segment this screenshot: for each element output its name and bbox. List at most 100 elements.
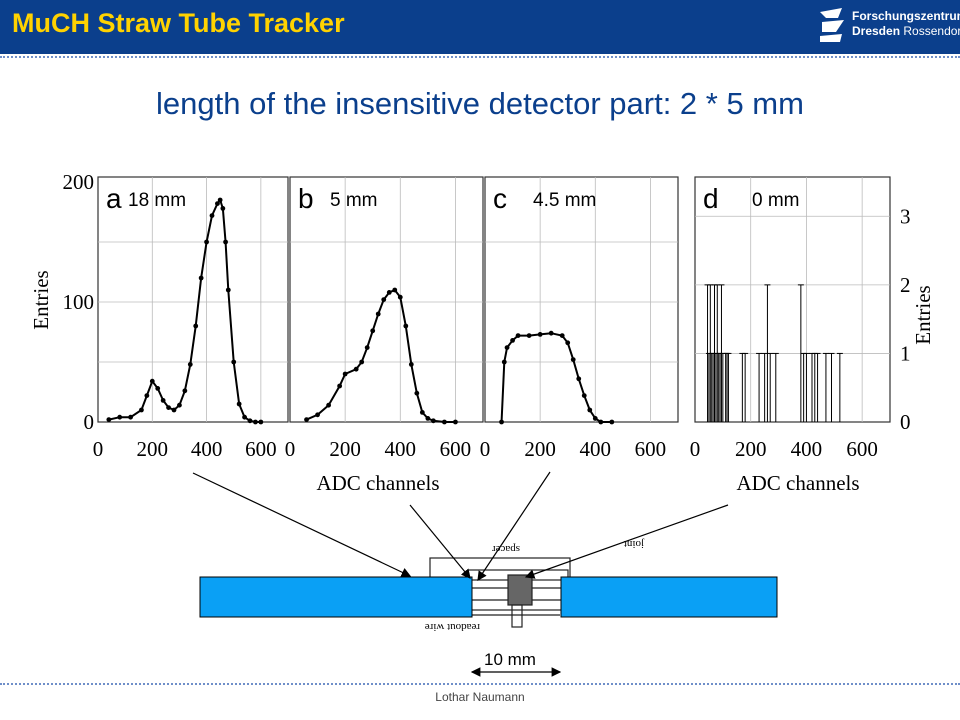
panel-a-point — [128, 414, 133, 420]
arrow-d — [524, 504, 729, 579]
panel-c-frame — [484, 176, 679, 423]
panel-a-point — [166, 405, 171, 410]
logo-line-1: Forschungszentrum — [852, 9, 960, 23]
panel-c-point — [510, 338, 515, 343]
panel-b-point — [430, 418, 436, 424]
panel-b-letter: b — [298, 183, 314, 214]
panel-a-point — [247, 418, 253, 424]
left-ytick-label: 0 — [84, 410, 95, 434]
panel-b-point — [453, 419, 458, 425]
panel-a-point — [139, 407, 144, 413]
panel-a-point — [144, 393, 150, 398]
panel-b-point — [326, 402, 331, 408]
panel-a-point — [242, 414, 247, 420]
panel-b-point — [315, 412, 320, 418]
panel-b-length-label: 5 mm — [330, 190, 378, 211]
panel-a-point — [177, 402, 182, 408]
left-ytick-label: 100 — [63, 290, 95, 314]
panel-c-xtick-label: 0 — [480, 437, 491, 461]
right-ytick-label: 2 — [900, 273, 911, 297]
panel-c-point — [548, 330, 554, 336]
panel-a-curve — [108, 197, 261, 423]
panel-c-point — [499, 419, 504, 425]
panel-d-xtick-label: 0 — [690, 437, 701, 461]
gap-dimension-label: 10 mm — [484, 650, 536, 669]
panel-a-xtick-label: 0 — [93, 437, 104, 461]
joint-drawing — [420, 557, 571, 628]
panel-a-point — [160, 398, 166, 403]
left-y-axis-label: Entries — [30, 270, 53, 329]
right-y-axis-label: Entries — [911, 285, 935, 344]
panel-c-point — [581, 393, 587, 398]
panel-a-point — [236, 401, 242, 407]
panel-d-frame — [694, 176, 891, 423]
panel-d-length-label: 0 mm — [752, 190, 800, 211]
panel-a-point — [106, 417, 112, 422]
panel-b-xtick-label: 600 — [440, 437, 472, 461]
panel-b-point — [442, 419, 447, 425]
panel-a-point — [155, 386, 161, 391]
panel-d-letter: d — [703, 183, 719, 214]
panel-a-point — [253, 419, 258, 425]
panel-a-length-label: 18 mm — [128, 190, 187, 211]
fzd-logo-icon — [820, 8, 844, 42]
fzd-logo-text: Forschungszentrum Dresden Rossendorf — [852, 9, 960, 39]
arrow-b — [409, 504, 471, 579]
panel-c-point — [592, 416, 598, 421]
fzd-logo: Forschungszentrum Dresden Rossendorf — [816, 6, 960, 48]
panel-a-point — [215, 201, 220, 207]
panel-b-point — [375, 311, 381, 317]
panel-b-point — [342, 371, 348, 377]
panel-c-point — [576, 376, 582, 382]
right-ytick-label: 1 — [900, 341, 911, 365]
panel-b-xtick-label: 400 — [385, 437, 417, 461]
panel-a-xtick-label: 400 — [191, 437, 223, 461]
spacer-label: spacer — [492, 543, 520, 555]
panel-a-point — [182, 388, 188, 394]
panel-b-point — [397, 294, 403, 300]
panel-c-point — [565, 340, 571, 346]
panel-c-point — [501, 359, 507, 365]
panel-a-point — [231, 359, 237, 365]
panel-a-point — [209, 213, 215, 219]
panel-b-point — [392, 287, 398, 293]
panel-c-point — [570, 357, 576, 362]
panel-c-point — [526, 333, 532, 338]
panel-b-point — [425, 416, 431, 421]
header-bar: MuCH Straw Tube Tracker Forschungszentru… — [0, 0, 960, 54]
panel-c-point — [515, 333, 521, 338]
panel-c-point — [537, 332, 543, 337]
panel-b-point — [419, 410, 425, 415]
x-axis-label-d: ADC channels — [736, 471, 859, 495]
panel-c-xtick-label: 200 — [524, 437, 556, 461]
slide-subtitle: length of the insensitive detector part:… — [156, 86, 804, 121]
left-straw-tube — [199, 576, 473, 618]
right-ytick-label: 0 — [900, 410, 911, 434]
joint-label: joint — [624, 538, 645, 550]
panel-b-point — [304, 417, 309, 422]
panel-b-point — [408, 362, 414, 367]
panel-a-point — [187, 362, 193, 367]
panel-d-xtick-label: 400 — [791, 437, 823, 461]
panel-b-curve — [306, 288, 456, 423]
left-ytick-label: 200 — [63, 170, 95, 194]
panel-a-point — [220, 206, 226, 211]
panel-d-xtick-label: 200 — [735, 437, 767, 461]
panel-a-xtick-label: 200 — [137, 437, 169, 461]
panel-b-point — [381, 297, 387, 302]
panel-c-letter: c — [493, 183, 507, 214]
panel-a-point — [223, 239, 228, 245]
panel-b-point — [414, 390, 420, 396]
panel-a-point — [204, 239, 209, 245]
footer-author: Lothar Naumann — [435, 690, 525, 704]
panel-c-length-label: 4.5 mm — [533, 190, 597, 211]
logo-line-2-rest: Rossendorf — [903, 24, 960, 38]
panel-b-frame — [289, 176, 484, 423]
panel-b-point — [359, 359, 365, 365]
panel-b-point — [386, 290, 392, 295]
footer-divider — [0, 683, 960, 685]
panel-b-point — [403, 323, 409, 329]
panel-a-frame — [97, 176, 289, 423]
panel-a-point — [198, 275, 204, 281]
